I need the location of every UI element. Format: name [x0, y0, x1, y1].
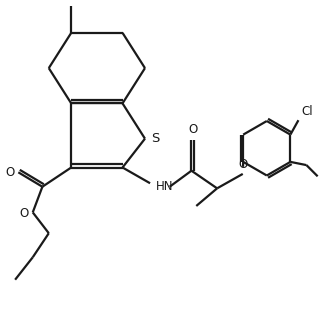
Text: Cl: Cl [301, 105, 313, 118]
Text: S: S [151, 132, 159, 145]
Text: HN: HN [156, 180, 174, 193]
Text: O: O [20, 207, 29, 220]
Text: O: O [188, 123, 198, 136]
Text: O: O [5, 166, 14, 179]
Text: O: O [239, 158, 248, 171]
